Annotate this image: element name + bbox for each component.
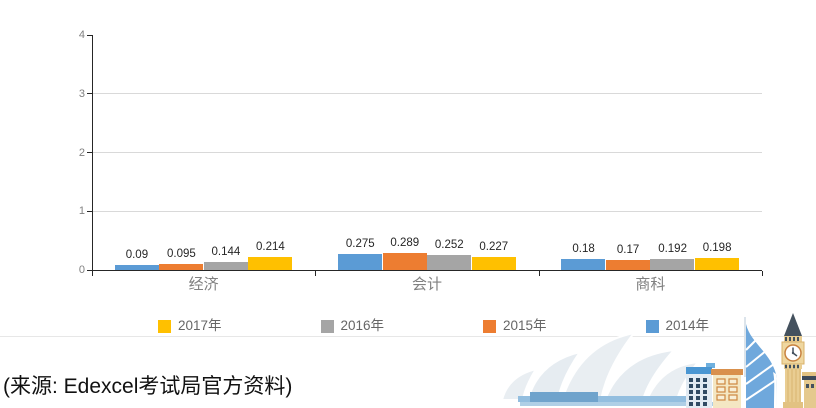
bar-value-label: 0.214 (256, 241, 285, 254)
x-axis (92, 270, 762, 271)
legend-label: 2017年 (178, 318, 222, 333)
y-tick (87, 269, 92, 271)
category-label: 商科 (635, 276, 666, 293)
y-tick-label: 2 (78, 146, 85, 159)
category-label: 会计 (411, 276, 442, 293)
bar-value-label: 0.18 (572, 243, 595, 256)
bar (114, 264, 159, 270)
category-label: 经济 (188, 276, 219, 293)
bar-value-label: 0.17 (616, 244, 640, 256)
y-tick-label: 4 (78, 29, 85, 41)
bar-value-label: 0.252 (434, 239, 464, 252)
bar (694, 258, 739, 270)
y-tick (87, 152, 92, 153)
big-ben-icon (781, 313, 805, 408)
bar (561, 259, 606, 270)
legend-item: 2014年 (645, 318, 710, 333)
bar-value-label: 0.09 (125, 248, 149, 261)
y-tick (87, 93, 92, 95)
bar (159, 264, 204, 270)
legend-label: 2015年 (503, 318, 547, 333)
building-icon (802, 372, 816, 408)
gridline (92, 152, 762, 153)
legend-label: 2014年 (665, 318, 710, 333)
x-tick (315, 271, 317, 276)
y-axis (92, 35, 93, 270)
bar (471, 256, 516, 270)
y-tick (87, 34, 92, 36)
bar (203, 261, 248, 270)
building-icon (711, 369, 743, 408)
y-tick-label: 0 (78, 264, 85, 276)
legend-swatch (483, 319, 496, 333)
bar (650, 258, 695, 270)
burj-al-arab-icon (744, 317, 777, 408)
legend-swatch (645, 319, 659, 333)
divider (0, 336, 816, 337)
bar (338, 253, 382, 270)
y-tick-label: 3 (78, 87, 85, 100)
bar (605, 260, 650, 270)
legend-label: 2016年 (340, 318, 385, 333)
bar-value-label: 0.095 (167, 248, 196, 261)
source-note: (来源: Edexcel考试局官方资料) (3, 375, 293, 398)
bar (248, 257, 293, 270)
opera-house-icon (500, 331, 738, 406)
bar-value-label: 0.227 (479, 240, 509, 253)
y-tick (87, 210, 92, 212)
bar-value-label: 0.144 (211, 245, 241, 258)
x-tick (92, 271, 93, 276)
bar-value-label: 0.192 (658, 242, 687, 255)
bar-value-label: 0.275 (345, 237, 375, 250)
y-tick-label: 1 (78, 205, 85, 218)
bar-value-label: 0.289 (390, 237, 420, 250)
skyline-illustration (500, 313, 816, 408)
gridline (92, 93, 762, 95)
legend-item: 2017年 (158, 319, 222, 333)
bar (382, 253, 427, 270)
legend-swatch (320, 319, 334, 333)
legend-item: 2015年 (483, 319, 547, 333)
legend-swatch (158, 319, 171, 333)
legend-item: 2016年 (320, 318, 385, 333)
x-tick (762, 271, 763, 276)
bar (427, 255, 471, 270)
x-tick (538, 271, 540, 276)
bar-value-label: 0.198 (702, 242, 732, 255)
gridline (92, 210, 762, 212)
building-icon (686, 363, 715, 408)
